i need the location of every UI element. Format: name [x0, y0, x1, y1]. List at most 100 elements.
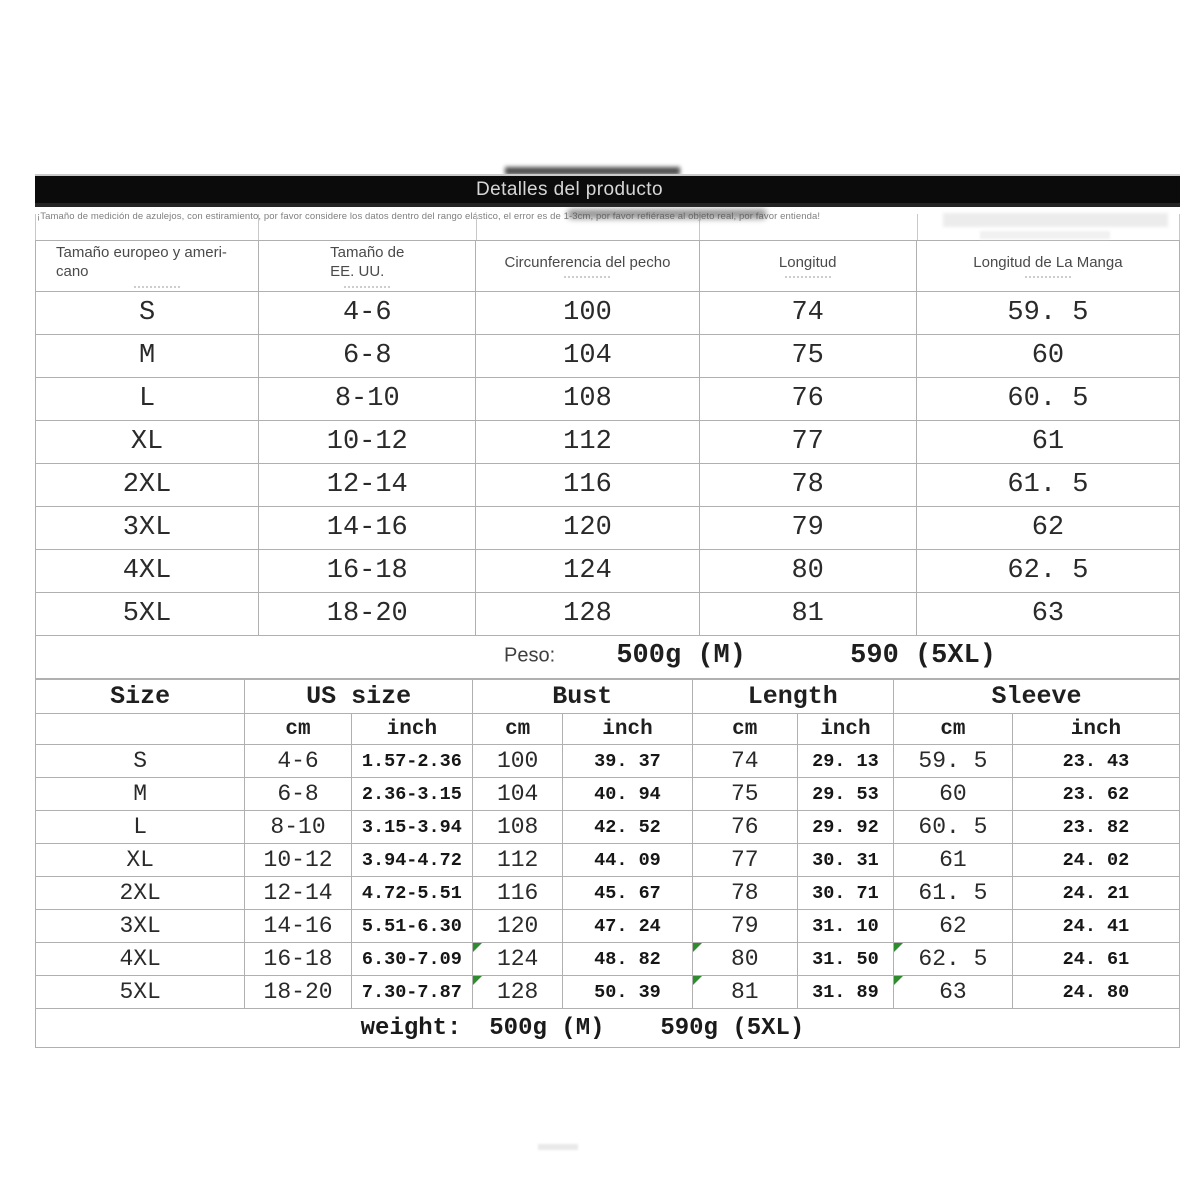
- value-cell: 80: [698, 549, 917, 593]
- table-header-row: Tamaño europeo y ameri- cano Tamaño de E…: [34, 240, 1181, 292]
- value-cell: 24. 80: [1011, 975, 1181, 1009]
- value-cell: 60. 5: [892, 810, 1013, 844]
- weight-note-spanish: Peso: 500g (M) 590 (5XL): [35, 635, 1180, 679]
- product-details-header-bar: Detalles del producto: [35, 174, 1180, 207]
- group-header-row: Size US size Bust Length Sleeve: [34, 679, 1181, 714]
- size-cell: 5XL: [34, 592, 260, 636]
- value-cell: 5.51-6.30: [350, 909, 473, 943]
- size-cell: 4XL: [34, 549, 260, 593]
- value-cell: 79: [691, 909, 798, 943]
- value-cell: 76: [691, 810, 798, 844]
- value-cell: 30. 31: [796, 843, 894, 877]
- table-row: 3XL 14-16 5.51-6.30 120 47. 24 79 31. 10 62 24. …: [34, 909, 1181, 943]
- value-cell: 61: [892, 843, 1013, 877]
- value-cell: 77: [691, 843, 798, 877]
- value-cell: 100: [471, 744, 564, 778]
- value-cell: 60. 5: [915, 377, 1181, 421]
- unit-header-cm: cm: [244, 713, 352, 745]
- value-cell: 108: [475, 377, 700, 421]
- value-cell: 120: [471, 909, 564, 943]
- size-cell: 3XL: [34, 506, 260, 550]
- value-cell: 16-18: [244, 942, 352, 976]
- grid-stub: [916, 214, 918, 240]
- value-cell: 45. 67: [562, 876, 693, 910]
- value-cell: 7.30-7.87: [350, 975, 473, 1009]
- value-cell: 29. 13: [796, 744, 894, 778]
- value-cell: 108: [471, 810, 564, 844]
- value-cell: 23. 82: [1011, 810, 1181, 844]
- value-cell: 10-12: [258, 420, 477, 464]
- value-cell: 4.72-5.51: [350, 876, 473, 910]
- column-header-label: Circunferencia del pecho: [504, 253, 671, 271]
- value-cell: 78: [698, 463, 917, 507]
- value-cell: 60: [915, 334, 1181, 378]
- value-cell: 10-12: [244, 843, 352, 877]
- value-cell: 124: [475, 549, 700, 593]
- empty-cell: [34, 713, 246, 745]
- column-header-sleeve: Sleeve: [892, 679, 1181, 714]
- value-cell: 62. 5: [892, 942, 1013, 976]
- column-header-us-size: Tamaño de EE. UU.: [258, 240, 477, 292]
- table-row: S 4-6 1.57-2.36 100 39. 37 74 29. 13 59. 5 23. 4…: [34, 744, 1181, 778]
- unit-header-inch: inch: [350, 713, 473, 745]
- value-cell: 74: [691, 744, 798, 778]
- value-cell: 23. 43: [1011, 744, 1181, 778]
- value-cell: 62. 5: [915, 549, 1181, 593]
- value-cell: 62: [892, 909, 1013, 943]
- grid-stub: [35, 214, 36, 240]
- value-cell: 59. 5: [915, 291, 1181, 335]
- column-header-bust: Bust: [471, 679, 693, 714]
- size-cell: M: [34, 777, 246, 811]
- column-header-length: Length: [691, 679, 894, 714]
- value-cell: 112: [475, 420, 700, 464]
- size-cell: 2XL: [34, 876, 246, 910]
- value-cell: 74: [698, 291, 917, 335]
- column-header-length: Longitud: [698, 240, 917, 292]
- value-cell: 120: [475, 506, 700, 550]
- artifact-dots: [784, 276, 831, 279]
- weight-value-5xl: 590g (5XL): [660, 1014, 805, 1042]
- artifact-smudge: [538, 1144, 578, 1150]
- grid-stub: [258, 214, 260, 240]
- value-cell: 1.57-2.36: [350, 744, 473, 778]
- value-cell: 3.15-3.94: [350, 810, 473, 844]
- weight-note-row: weight: 500g (M) 590g (5XL): [35, 1008, 1180, 1048]
- value-cell: 18-20: [244, 975, 352, 1009]
- value-cell: 104: [471, 777, 564, 811]
- value-cell: 31. 10: [796, 909, 894, 943]
- value-cell: 24. 02: [1011, 843, 1181, 877]
- value-cell: 14-16: [244, 909, 352, 943]
- column-header-eu-us-size: Tamaño europeo y ameri- cano: [34, 240, 260, 292]
- disclaimer-text: ¡Tamaño de medición de azulejos, con est…: [37, 211, 821, 222]
- size-cell: 4XL: [34, 942, 246, 976]
- weight-label: Peso:: [503, 644, 556, 667]
- value-cell: 61: [915, 420, 1181, 464]
- size-cell: 5XL: [34, 975, 246, 1009]
- artifact-dots: [134, 285, 181, 288]
- value-cell: 18-20: [258, 592, 477, 636]
- weight-value-5xl: 590 (5XL): [850, 641, 996, 672]
- column-header-size: Size: [34, 679, 246, 714]
- column-header-label: Longitud: [778, 253, 837, 271]
- unit-header-inch: inch: [562, 713, 693, 745]
- value-cell: 124: [471, 942, 564, 976]
- table-row: 4XL 16-18 124 80 62. 5: [34, 549, 1181, 593]
- value-cell: 77: [698, 420, 917, 464]
- value-cell: 81: [698, 592, 917, 636]
- value-cell: 50. 39: [562, 975, 693, 1009]
- weight-note-english: weight: 500g (M) 590g (5XL): [35, 1008, 1180, 1048]
- value-cell: 48. 82: [562, 942, 693, 976]
- column-header-sleeve-length: Longitud de La Manga: [915, 240, 1181, 292]
- value-cell: 8-10: [258, 377, 477, 421]
- value-cell: 29. 92: [796, 810, 894, 844]
- value-cell: 24. 61: [1011, 942, 1181, 976]
- value-cell: 112: [471, 843, 564, 877]
- value-cell: 63: [892, 975, 1013, 1009]
- value-cell: 24. 21: [1011, 876, 1181, 910]
- weight-label: weight:: [360, 1014, 462, 1042]
- value-cell: 128: [471, 975, 564, 1009]
- value-cell: 44. 09: [562, 843, 693, 877]
- artifact-dots: [344, 285, 391, 288]
